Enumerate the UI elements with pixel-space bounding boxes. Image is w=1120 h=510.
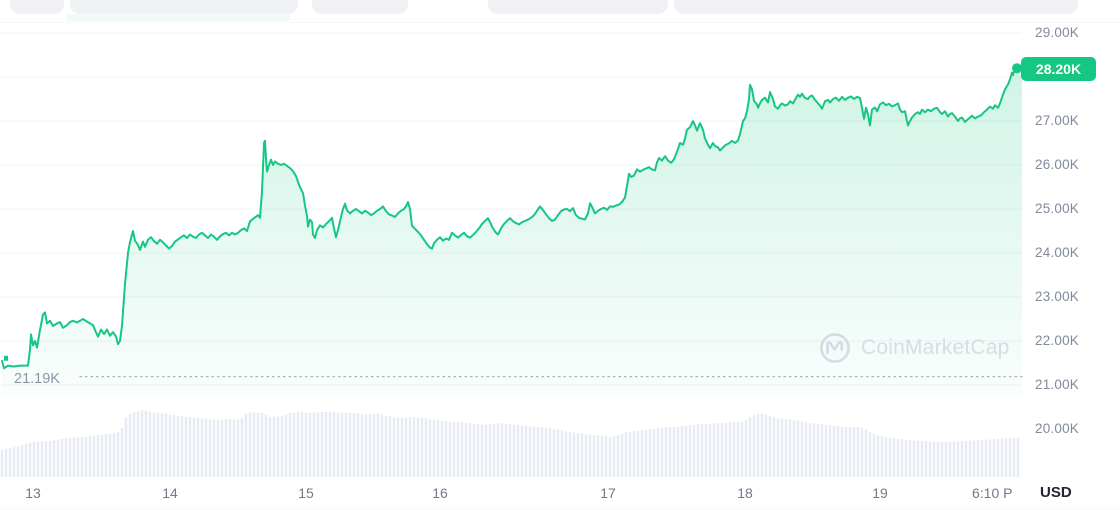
y-axis-label: 23.00K (1035, 289, 1079, 304)
bottom-edge (0, 505, 1120, 510)
currency-unit-label: USD (1040, 484, 1072, 501)
x-axis-label: 17 (600, 485, 616, 501)
current-price-badge: 28.20K (1021, 57, 1096, 81)
x-axis-label: 13 (25, 485, 41, 501)
x-axis-time-label: 6:10 P (972, 485, 1013, 501)
toolbar-button-remnant[interactable] (674, 0, 1078, 14)
watermark: CoinMarketCap (818, 331, 1010, 365)
coinmarketcap-logo-icon (820, 333, 850, 363)
toolbar-button-remnant[interactable] (10, 0, 64, 14)
price-series (1, 63, 1022, 398)
y-axis-label: 21.00K (1035, 377, 1079, 392)
toolbar-button-remnant[interactable] (312, 0, 408, 14)
low-price-label: 21.19K (14, 371, 60, 387)
y-axis-label: 25.00K (1035, 201, 1079, 216)
x-axis-label: 15 (298, 485, 314, 501)
y-axis-label: 26.00K (1035, 157, 1079, 172)
toolbar-button-remnant[interactable] (488, 0, 668, 14)
series-start-marker (4, 355, 8, 361)
y-axis-label: 27.00K (1035, 113, 1079, 128)
y-axis-label: 22.00K (1035, 333, 1079, 348)
x-axis-label: 16 (432, 485, 448, 501)
toolbar-button-remnant[interactable] (70, 0, 298, 14)
toolbar-selected-highlight (67, 14, 290, 21)
y-axis-label: 24.00K (1035, 245, 1079, 260)
current-price-dot (1012, 63, 1022, 74)
x-axis-label: 18 (737, 485, 753, 501)
volume-bars (0, 410, 1020, 477)
y-axis-label: 29.00K (1035, 25, 1079, 40)
y-axis-label: 20.00K (1035, 421, 1079, 436)
header-divider (0, 22, 1120, 23)
x-axis-label: 14 (162, 485, 178, 501)
watermark-text: CoinMarketCap (861, 336, 1010, 359)
x-axis-label: 19 (872, 485, 888, 501)
